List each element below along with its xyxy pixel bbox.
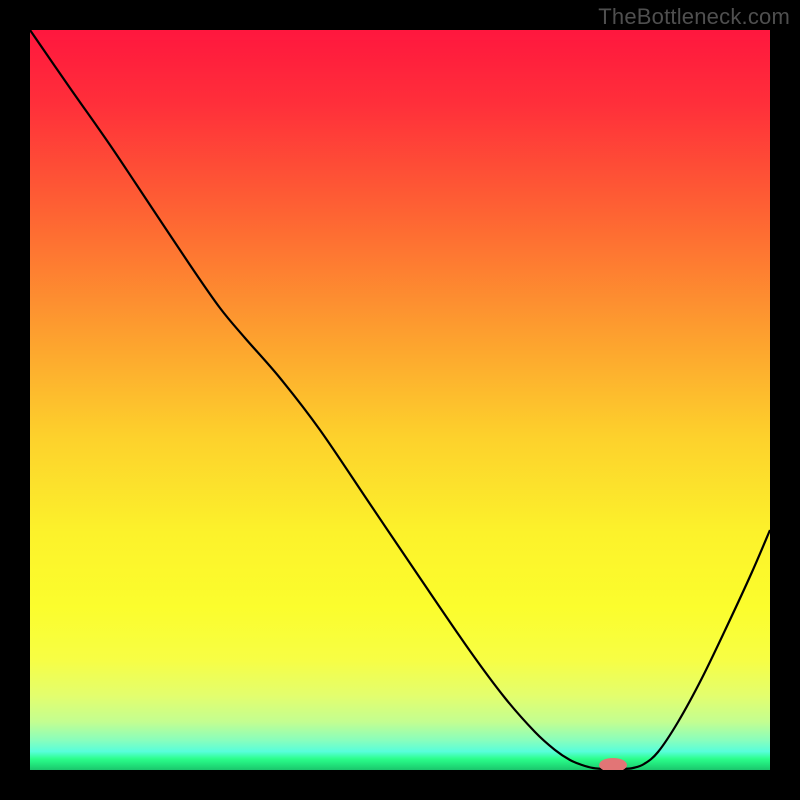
chart-area [30, 30, 770, 770]
chart-background [30, 30, 770, 770]
chart-svg [30, 30, 770, 770]
watermark: TheBottleneck.com [598, 4, 790, 30]
